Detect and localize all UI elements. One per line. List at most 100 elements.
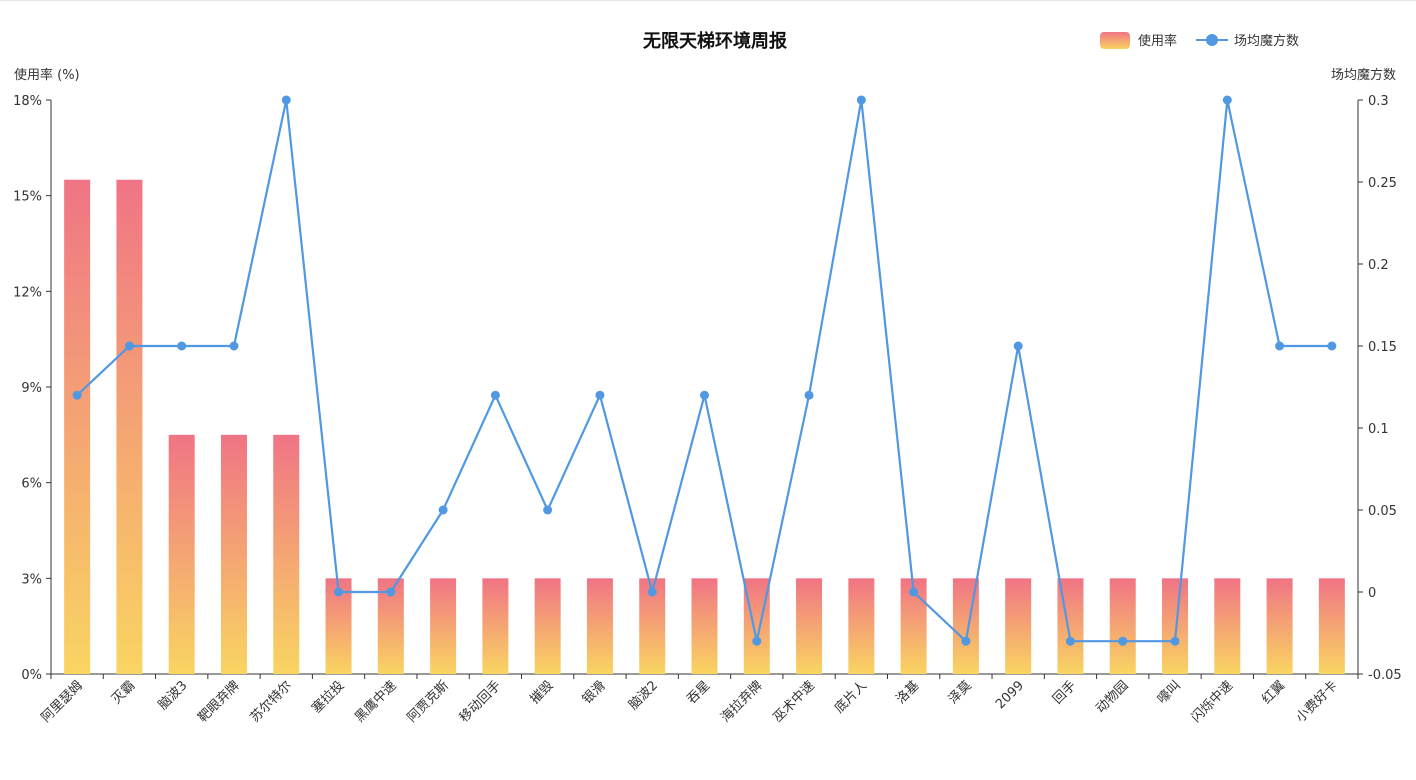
x-axis-tick-label: 底片人 bbox=[831, 678, 870, 717]
bar[interactable] bbox=[848, 578, 875, 674]
x-axis-tick-label: 靶眼弃牌 bbox=[195, 678, 243, 726]
right-axis-tick-label: -0.05 bbox=[1368, 668, 1402, 683]
chart-title: 无限天梯环境周报 bbox=[643, 30, 787, 52]
left-axis-name: 使用率 (%) bbox=[14, 67, 80, 83]
line-point[interactable] bbox=[1118, 636, 1128, 646]
line-point[interactable] bbox=[1327, 341, 1337, 351]
line-point[interactable] bbox=[856, 95, 866, 105]
x-axis-labels: 阿里瑟姆 灭霸 脑波3 靶眼弃牌 苏尔特尔 塞拉投 黑鹰中速 阿贾克斯 移动回手 摧毁 银滑 脑波2 吞… bbox=[39, 678, 1341, 726]
legend-item-usage[interactable]: 使用率 bbox=[1100, 32, 1177, 49]
line-point[interactable] bbox=[804, 390, 814, 400]
line-point[interactable] bbox=[124, 341, 134, 351]
line-point[interactable] bbox=[281, 95, 291, 105]
bar[interactable] bbox=[482, 578, 509, 674]
line-point[interactable] bbox=[1065, 636, 1075, 646]
right-axis-tick-label: 0.15 bbox=[1368, 340, 1397, 355]
line-point[interactable] bbox=[1222, 95, 1232, 105]
x-axis-tick-label: 阿里瑟姆 bbox=[39, 678, 86, 725]
x-axis-tick-label: 闪烁中速 bbox=[1189, 678, 1236, 725]
legend[interactable]: 使用率 场均魔方数 bbox=[1100, 32, 1299, 49]
left-axis-tick-label: 15% bbox=[13, 190, 42, 205]
bar[interactable] bbox=[64, 179, 91, 674]
bar[interactable] bbox=[220, 434, 247, 674]
bar[interactable] bbox=[534, 578, 561, 674]
axes: 0% 3% 6% 9% 12% 15% 18% -0.05 0 0.05 0.1 0.15 0.2 0.2… bbox=[13, 94, 1402, 683]
line-point[interactable] bbox=[1013, 341, 1023, 351]
x-axis-tick-label: 洛基 bbox=[893, 678, 922, 707]
left-axis-tick-label: 18% bbox=[13, 94, 42, 109]
line-point[interactable] bbox=[490, 390, 500, 400]
line-path bbox=[76, 98, 1332, 643]
x-axis-tick-label: 泽莫 bbox=[946, 678, 975, 707]
x-axis-tick-label: 回手 bbox=[1050, 678, 1079, 707]
x-axis-tick-label: 灭霸 bbox=[109, 678, 138, 707]
x-axis-tick-label: 吞星 bbox=[684, 678, 713, 707]
line-point[interactable] bbox=[543, 505, 553, 515]
line-point[interactable] bbox=[1170, 636, 1180, 646]
line-point[interactable] bbox=[1275, 341, 1285, 351]
right-axis-tick-label: 0.05 bbox=[1368, 504, 1397, 519]
left-axis-tick-label: 12% bbox=[13, 285, 42, 300]
line-point[interactable] bbox=[700, 390, 709, 400]
bar[interactable] bbox=[1266, 578, 1293, 674]
top-border bbox=[0, 0, 1416, 1]
x-axis-tick-label: 小费好卡 bbox=[1293, 678, 1340, 725]
x-axis-tick-label: 摧毁 bbox=[527, 678, 556, 707]
bar[interactable] bbox=[1318, 578, 1345, 674]
line-point[interactable] bbox=[229, 341, 239, 351]
line-point[interactable] bbox=[752, 636, 762, 646]
bar[interactable] bbox=[1162, 578, 1189, 674]
line-point[interactable] bbox=[595, 390, 605, 400]
bar[interactable] bbox=[743, 578, 770, 674]
right-axis-tick-label: 0.1 bbox=[1368, 422, 1389, 437]
bar[interactable] bbox=[691, 578, 718, 674]
left-axis-tick-label: 9% bbox=[21, 381, 42, 396]
bar[interactable] bbox=[1109, 578, 1136, 674]
bar[interactable] bbox=[1005, 578, 1032, 674]
line-point[interactable] bbox=[438, 505, 448, 515]
bar[interactable] bbox=[168, 434, 195, 674]
line-point[interactable] bbox=[961, 636, 971, 646]
right-axis-tick-label: 0.25 bbox=[1368, 176, 1397, 191]
bar[interactable] bbox=[796, 578, 823, 674]
bar[interactable] bbox=[116, 179, 143, 674]
legend-dot-swatch bbox=[1206, 34, 1218, 46]
line-point[interactable] bbox=[334, 587, 344, 597]
line-point[interactable] bbox=[647, 587, 657, 597]
right-axis-tick-label: 0 bbox=[1368, 586, 1376, 601]
x-axis-tick-label: 脑波3 bbox=[156, 678, 191, 713]
line-series bbox=[72, 95, 1337, 646]
line-point[interactable] bbox=[386, 587, 396, 597]
x-axis-tick-label: 脑波2 bbox=[626, 678, 661, 713]
x-axis-tick-label: 巫术中速 bbox=[771, 678, 818, 725]
x-axis-tick-label: 动物园 bbox=[1093, 678, 1131, 716]
legend-label-usage: 使用率 bbox=[1138, 33, 1177, 49]
right-axis-tick-label: 0.3 bbox=[1368, 94, 1389, 109]
legend-bar-swatch bbox=[1100, 32, 1130, 49]
x-axis-tick-label: 塞拉投 bbox=[308, 678, 347, 717]
x-axis-tick-label: 黑鹰中速 bbox=[352, 678, 400, 726]
bar[interactable] bbox=[430, 578, 457, 674]
legend-item-cubes[interactable]: 场均魔方数 bbox=[1196, 33, 1299, 49]
bar-series bbox=[64, 179, 1345, 674]
line-point[interactable] bbox=[909, 587, 919, 597]
left-axis-tick-label: 0% bbox=[21, 668, 42, 683]
x-axis-tick-label: 红翼 bbox=[1259, 678, 1289, 708]
x-axis-tick-label: 银滑 bbox=[580, 678, 609, 707]
bar[interactable] bbox=[273, 434, 300, 674]
left-axis-tick-label: 3% bbox=[21, 572, 42, 587]
bar[interactable] bbox=[586, 578, 613, 674]
bar[interactable] bbox=[1214, 578, 1241, 674]
x-axis-tick-label: 苏尔特尔 bbox=[247, 678, 295, 726]
left-axis-tick-label: 6% bbox=[21, 477, 42, 492]
x-axis-tick-label: 移动回手 bbox=[457, 678, 504, 725]
line-point[interactable] bbox=[177, 341, 187, 351]
x-axis-tick-label: 阿贾克斯 bbox=[405, 678, 452, 725]
right-axis-name: 场均魔方数 bbox=[1331, 67, 1396, 83]
right-axis-tick-label: 0.2 bbox=[1368, 258, 1389, 273]
x-axis-tick-label: 海拉弃牌 bbox=[718, 678, 766, 726]
legend-label-cubes: 场均魔方数 bbox=[1234, 33, 1299, 49]
x-axis-tick-label: 2099 bbox=[993, 678, 1027, 712]
line-point[interactable] bbox=[72, 390, 82, 400]
